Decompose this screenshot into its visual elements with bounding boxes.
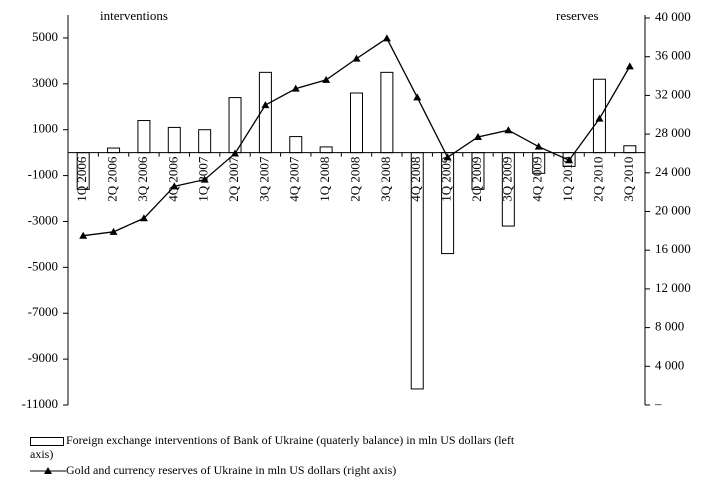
y-tick-label: -11000: [22, 396, 58, 411]
chart: interventions reserves 5000 3000 1000 -1000…: [22, 8, 691, 411]
bar: [623, 145, 637, 154]
bar: [319, 146, 333, 154]
bar: [107, 147, 121, 154]
y-tick-label: 5000: [32, 29, 58, 44]
x-tick-label: 4Q 2008: [408, 157, 423, 202]
line-marker: [352, 54, 361, 62]
y2-tick-label: 12 000: [655, 280, 691, 295]
y2-tick-label: 36 000: [655, 48, 691, 63]
y-tick-label: 1000: [32, 121, 58, 136]
x-tick-label: 3Q 2007: [256, 156, 271, 202]
x-tick-label: 3Q 2008: [378, 157, 393, 202]
legend-label: Gold and currency reserves of Ukraine in…: [66, 463, 397, 477]
line-marker: [595, 114, 604, 122]
line-marker: [231, 149, 240, 157]
x-tick-label: 2Q 2006: [105, 156, 120, 202]
y2-tick-label: 4 000: [655, 357, 684, 372]
y2-tick-label: 8 000: [655, 319, 684, 334]
bar: [228, 97, 242, 154]
y-tick-label: -5000: [28, 258, 58, 273]
y2-tick-label: 28 000: [655, 125, 691, 140]
y-tick-label: -1000: [28, 167, 58, 182]
legend-line: Gold and currency reserves of Ukraine in…: [30, 463, 530, 477]
y-axis-title: interventions: [100, 8, 168, 23]
line-marker: [139, 214, 148, 222]
line-marker: [109, 227, 118, 235]
y-tick-label: -3000: [28, 212, 58, 227]
line-marker: [534, 142, 543, 150]
bar: [198, 129, 212, 154]
x-tick-label: 3Q 2009: [499, 157, 514, 202]
bar: [167, 126, 181, 154]
bar: [289, 136, 303, 154]
bar: [137, 120, 151, 154]
x-tick-label: 1Q 2008: [317, 157, 332, 202]
x-tick-label: 4Q 2007: [287, 156, 302, 202]
y-tick-label: 3000: [32, 75, 58, 90]
legend-swatch: [30, 436, 64, 446]
bar: [380, 71, 394, 154]
x-tick-label: 3Q 2010: [621, 157, 636, 202]
line-marker: [322, 75, 331, 83]
bar: [350, 92, 363, 154]
y2-axis-title: reserves: [556, 8, 599, 23]
line-marker: [382, 34, 391, 42]
x-tick-label: 2Q 2007: [226, 156, 241, 202]
x-tick-label: 4Q 2009: [530, 157, 545, 202]
line-marker: [473, 133, 482, 141]
line-marker: [443, 153, 452, 161]
x-tick-label: 2Q 2008: [347, 157, 362, 202]
legend-label: Foreign exchange interventions of Bank o…: [30, 433, 515, 461]
y2-tick-label: 40 000: [655, 9, 691, 24]
line-marker: [200, 175, 209, 183]
y-tick-label: -9000: [28, 350, 58, 365]
legend-swatch: [30, 467, 66, 475]
x-tick-label: 3Q 2006: [135, 156, 150, 202]
line-marker: [625, 62, 634, 70]
line-marker: [170, 182, 179, 190]
y2-tick-label: 16 000: [655, 241, 691, 256]
line-marker: [504, 126, 513, 134]
y2-tick-label: 32 000: [655, 86, 691, 101]
line-marker: [291, 84, 300, 92]
line-marker: [261, 101, 270, 109]
line-marker: [413, 93, 422, 101]
y2-tick-label: 20 000: [655, 202, 691, 217]
y-tick-label: -7000: [28, 304, 58, 319]
y2-tick-label: –: [654, 396, 662, 411]
x-tick-label: 4Q 2006: [165, 156, 180, 202]
x-tick-label: 2Q 2010: [590, 157, 605, 202]
x-tick-label: 1Q 2006: [74, 156, 89, 202]
line-marker: [79, 231, 88, 239]
x-tick-label: 2Q 2009: [469, 157, 484, 202]
line-marker: [565, 156, 574, 164]
x-tick-label: 1Q 2009: [439, 157, 454, 202]
legend-bar: Foreign exchange interventions of Bank o…: [30, 433, 530, 461]
x-tick-label: 1Q 2010: [560, 157, 575, 202]
y2-tick-label: 24 000: [655, 164, 691, 179]
